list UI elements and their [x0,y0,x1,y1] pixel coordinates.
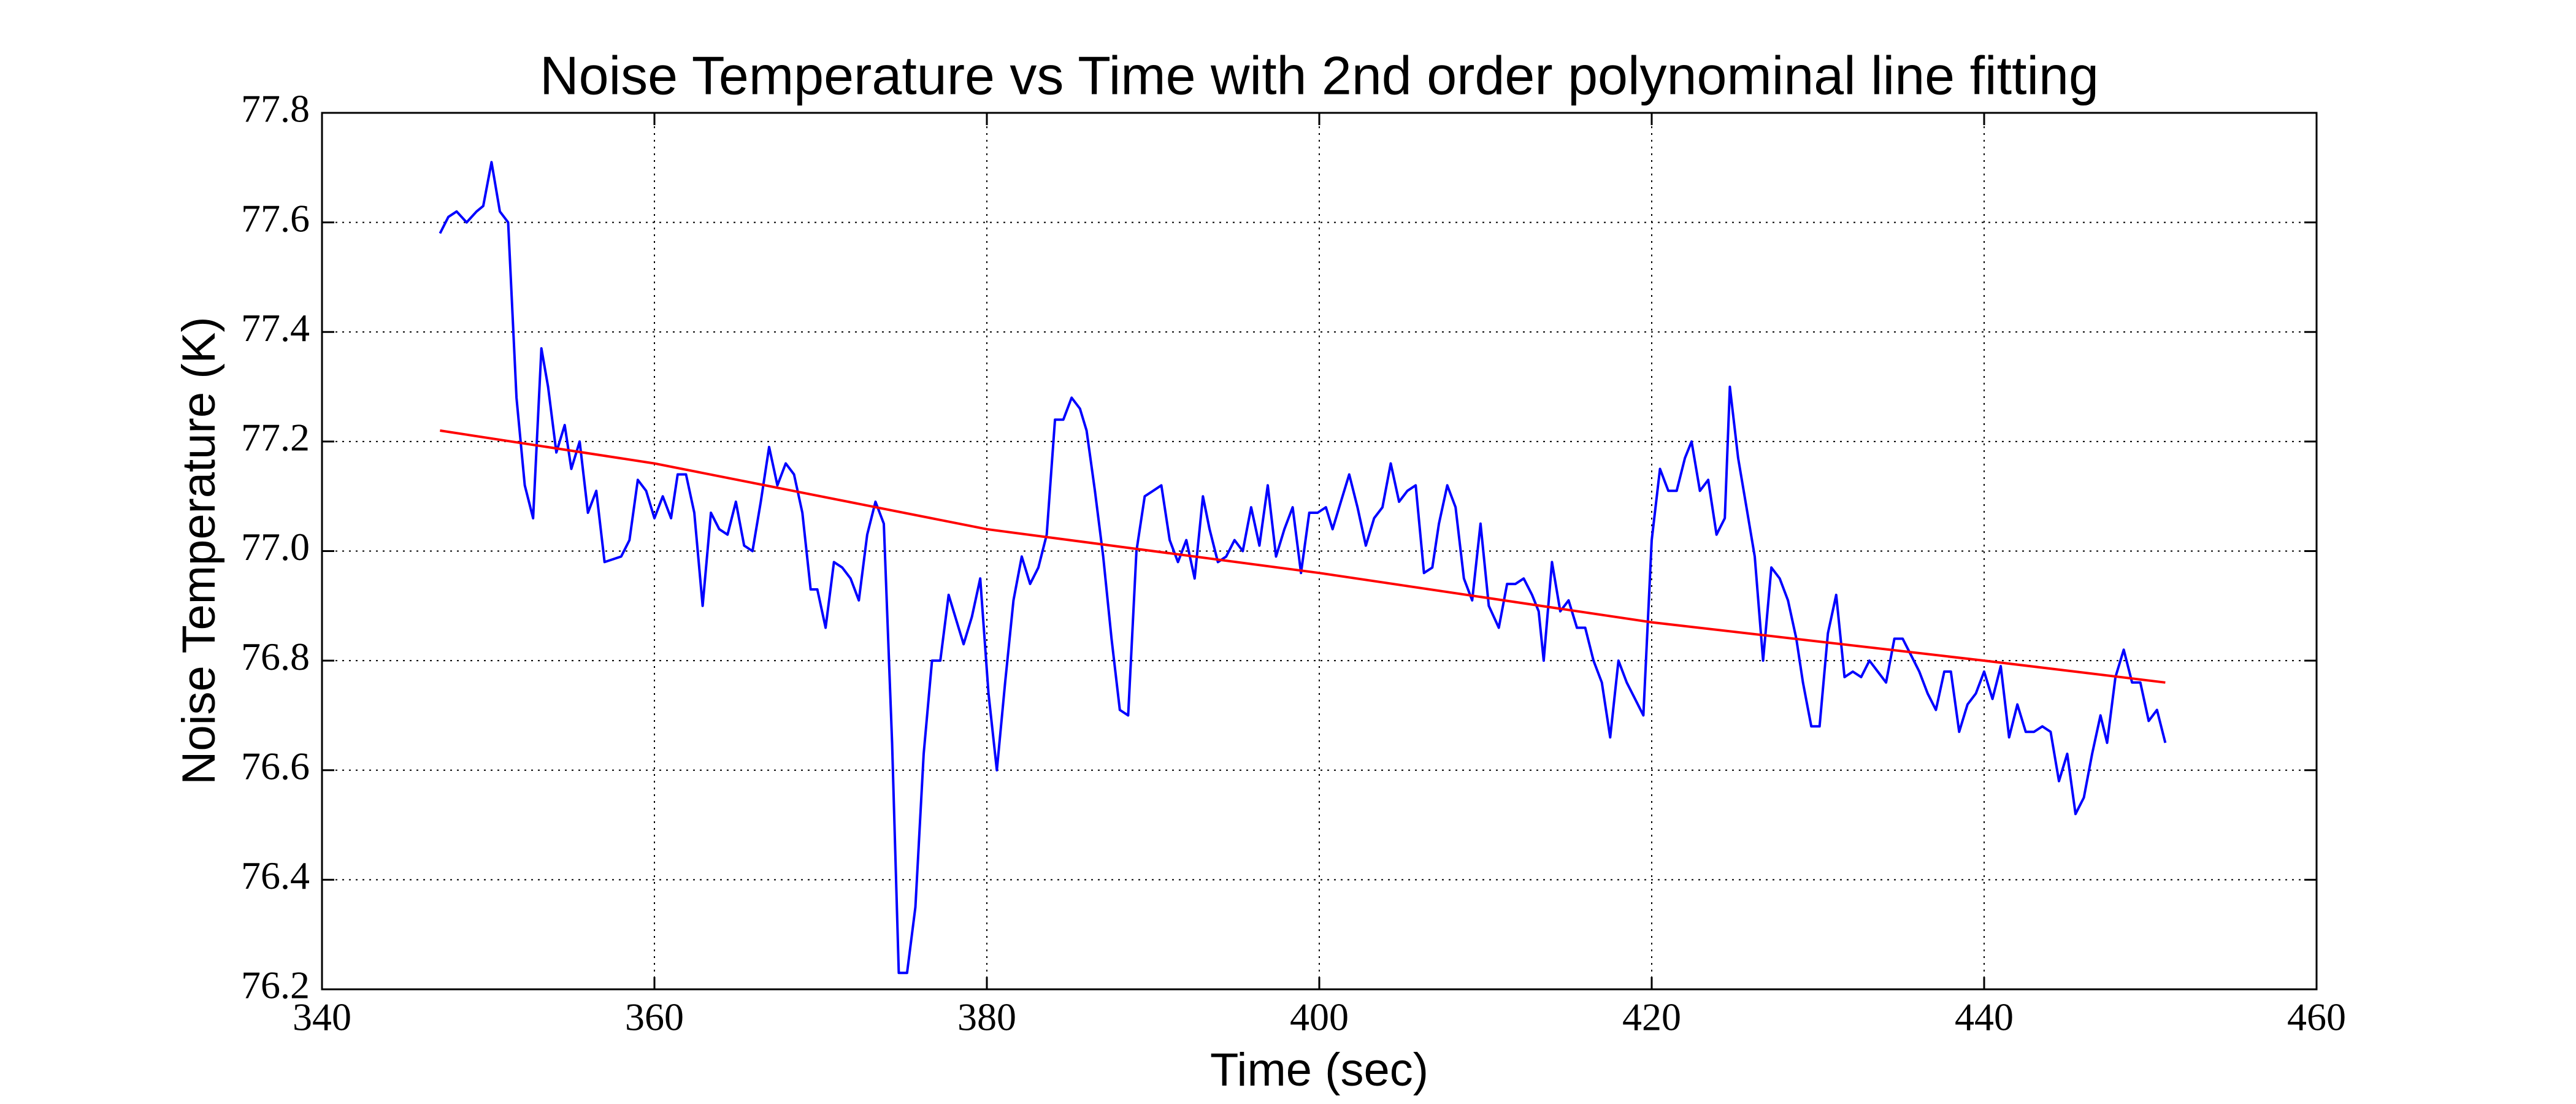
plot-frame [321,112,2318,991]
y-tick-label: 77.2 [241,416,310,459]
y-axis-label: Noise Temperature (K) [173,316,225,784]
x-tick-label: 420 [1622,995,1681,1039]
data-line [439,161,2167,975]
x-tick-label: 340 [293,995,351,1039]
x-tick-label: 460 [2287,995,2346,1039]
y-tick-label: 77.4 [241,306,310,350]
y-tick-label: 77.8 [241,87,310,131]
chart-title: Noise Temperature vs Time with 2nd order… [540,45,2099,105]
y-tick-label: 76.8 [241,635,310,678]
x-tick-label: 360 [625,995,684,1039]
y-tick-label: 77.0 [241,525,310,569]
y-tick-label: 77.6 [241,196,310,240]
x-axis-label: Time (sec) [1210,1044,1428,1096]
y-tick-label: 76.4 [241,854,310,897]
data-line [440,429,2166,684]
x-tick-label: 440 [1955,995,2014,1039]
x-tick-label: 380 [957,995,1016,1039]
y-tick-label: 76.6 [241,744,310,788]
x-tick-label: 400 [1290,995,1349,1039]
y-tick-label: 76.2 [241,964,310,1007]
